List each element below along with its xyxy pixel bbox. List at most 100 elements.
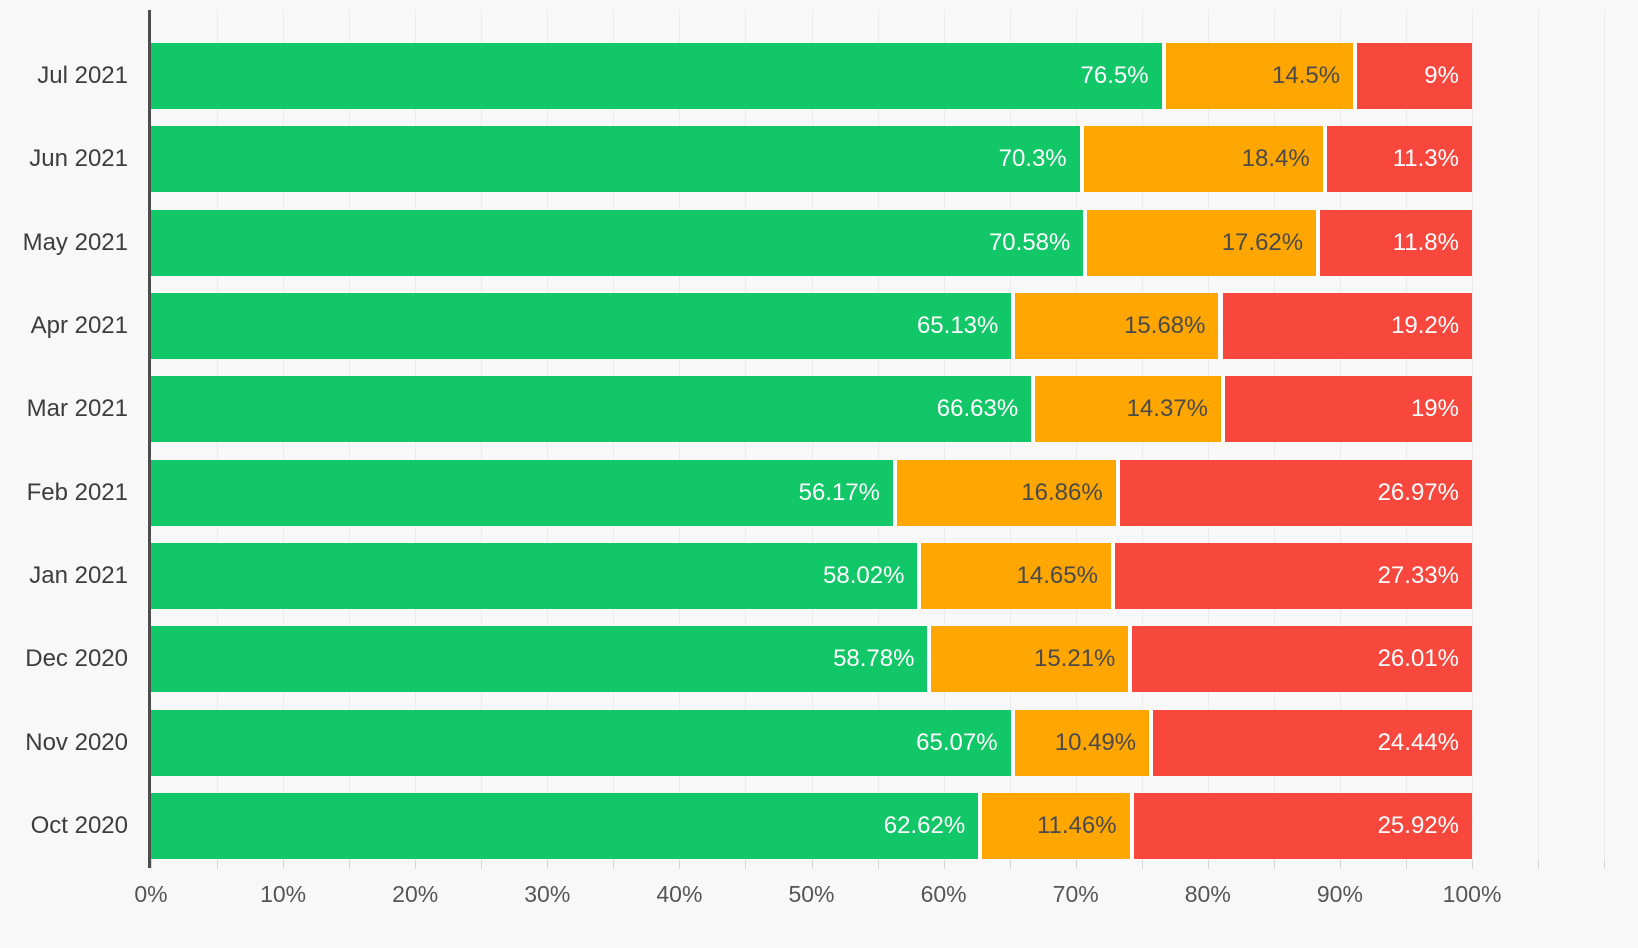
segment-value-label: 56.17%: [798, 478, 880, 506]
segment-value-label: 17.62%: [1221, 228, 1304, 256]
bar-segment-red[interactable]: 27.33%: [1110, 542, 1472, 609]
bar-segment-orange[interactable]: 14.37%: [1031, 376, 1221, 443]
bar-row: 58.02% 14.65% 27.33%: [151, 542, 1472, 609]
bar-segment-green[interactable]: 76.5%: [151, 43, 1162, 109]
bar-segment-green[interactable]: 66.63%: [151, 376, 1032, 443]
x-axis-tick-label: 0%: [134, 881, 168, 907]
axis-tick: [811, 860, 813, 869]
bar-row: 58.78% 15.21% 26.01%: [151, 626, 1472, 693]
bar-segment-red[interactable]: 11.8%: [1316, 209, 1472, 276]
bar-segment-orange[interactable]: 14.65%: [917, 542, 1111, 609]
bar-segment-red[interactable]: 26.01%: [1128, 626, 1472, 693]
bar-segment-red[interactable]: 9%: [1353, 43, 1472, 109]
bar-segment-green[interactable]: 70.3%: [151, 126, 1080, 193]
axis-tick: [151, 860, 152, 869]
category-label: Mar 2021: [26, 395, 128, 423]
segment-value-label: 26.01%: [1377, 645, 1459, 673]
axis-tick: [283, 860, 285, 869]
bar-row: 70.58% 17.62% 11.8%: [151, 209, 1472, 276]
axis-tick: [1472, 860, 1473, 869]
axis-tick: [1207, 860, 1209, 869]
bar-segment-green[interactable]: 65.07%: [151, 709, 1011, 776]
bar-segment-orange[interactable]: 10.49%: [1010, 709, 1150, 776]
category-label: Oct 2020: [30, 811, 128, 839]
segment-value-label: 26.97%: [1377, 478, 1459, 506]
gridline: [1538, 10, 1540, 860]
bar-segment-green[interactable]: 65.13%: [151, 292, 1012, 359]
bar-segment-orange[interactable]: 15.68%: [1011, 292, 1219, 359]
segment-value-label: 76.5%: [1080, 62, 1149, 89]
bar-segment-green[interactable]: 58.02%: [151, 542, 918, 609]
bar-segment-green[interactable]: 70.58%: [151, 209, 1084, 276]
plot-area: 76.5% 14.5% 9% 70.3% 18.4% 11.3% 70.58% 17.62% 1…: [151, 10, 1606, 860]
segment-value-label: 58.02%: [823, 561, 905, 589]
x-axis-tick-label: 60%: [920, 881, 967, 907]
category-label: Jun 2021: [29, 145, 128, 173]
axis-tick: [349, 860, 351, 869]
bar-segment-red[interactable]: 25.92%: [1129, 792, 1472, 859]
bar-segment-red[interactable]: 19.2%: [1218, 292, 1473, 359]
bar-segment-orange[interactable]: 16.86%: [893, 459, 1116, 526]
x-axis-tick-label: 20%: [392, 881, 439, 907]
segment-value-label: 15.21%: [1033, 645, 1116, 673]
bar-row: 66.63% 14.37% 19%: [151, 376, 1472, 443]
x-axis-tick-label: 50%: [788, 881, 835, 907]
bar-segment-green[interactable]: 62.62%: [151, 792, 979, 859]
axis-tick: [217, 860, 219, 869]
segment-value-label: 14.37%: [1126, 395, 1208, 423]
bar-segment-orange[interactable]: 15.21%: [927, 626, 1129, 693]
bar-segment-red[interactable]: 19%: [1221, 376, 1472, 443]
axis-tick: [745, 860, 747, 869]
bar-segment-red[interactable]: 26.97%: [1115, 459, 1472, 526]
axis-tick: [1339, 860, 1341, 869]
axis-tick: [613, 860, 615, 869]
segment-value-label: 9%: [1424, 62, 1459, 89]
axis-tick: [943, 860, 945, 869]
segment-value-label: 27.33%: [1377, 561, 1459, 589]
x-axis-tick-label: 10%: [260, 881, 307, 907]
segment-value-label: 15.68%: [1124, 311, 1206, 339]
segment-value-label: 65.07%: [916, 728, 998, 756]
segment-value-label: 16.86%: [1021, 478, 1103, 506]
segment-value-label: 11.3%: [1392, 145, 1459, 173]
segment-value-label: 66.63%: [936, 395, 1019, 423]
segment-value-label: 19.2%: [1391, 311, 1460, 339]
axis-tick: [1273, 860, 1275, 869]
bar-segment-orange[interactable]: 17.62%: [1083, 209, 1317, 276]
bar-row: 76.5% 14.5% 9%: [151, 43, 1472, 109]
segment-value-label: 14.65%: [1016, 561, 1098, 589]
segment-value-label: 65.13%: [916, 311, 999, 339]
axis-tick: [1405, 860, 1407, 869]
segment-value-label: 24.44%: [1377, 728, 1459, 756]
bar-segment-green[interactable]: 56.17%: [151, 459, 893, 526]
x-axis-tick-label: 80%: [1184, 881, 1231, 907]
axis-tick: [1141, 860, 1143, 869]
x-axis-tick-label: 40%: [656, 881, 703, 907]
bar-row: 56.17% 16.86% 26.97%: [151, 459, 1472, 526]
gridline: [1604, 10, 1606, 860]
bar-segment-green[interactable]: 58.78%: [151, 626, 928, 693]
x-axis-tick-label: 90%: [1316, 881, 1363, 907]
segment-value-label: 11.46%: [1036, 811, 1117, 839]
axis-tick: [1009, 860, 1011, 869]
x-axis-tick-label: 30%: [524, 881, 571, 907]
axis-tick: [679, 860, 681, 869]
bar-segment-orange[interactable]: 14.5%: [1161, 43, 1354, 109]
bar-row: 65.13% 15.68% 19.2%: [151, 292, 1473, 359]
bar-segment-red[interactable]: 24.44%: [1149, 709, 1472, 776]
axis-tick: [481, 860, 483, 869]
category-label: Jan 2021: [29, 561, 128, 589]
bar-segment-orange[interactable]: 11.46%: [978, 792, 1130, 859]
axis-tick: [1075, 860, 1077, 869]
segment-value-label: 18.4%: [1241, 145, 1310, 173]
bar-segment-red[interactable]: 11.3%: [1322, 126, 1472, 193]
bar-segment-orange[interactable]: 18.4%: [1079, 126, 1323, 193]
bar-row: 70.3% 18.4% 11.3%: [151, 126, 1472, 193]
y-axis-line: [148, 10, 151, 868]
x-axis-tick-label: 70%: [1052, 881, 1099, 907]
axis-tick: [547, 860, 549, 869]
segment-value-label: 62.62%: [883, 811, 966, 839]
segment-value-label: 19%: [1410, 395, 1459, 423]
segment-value-label: 10.49%: [1054, 728, 1137, 756]
